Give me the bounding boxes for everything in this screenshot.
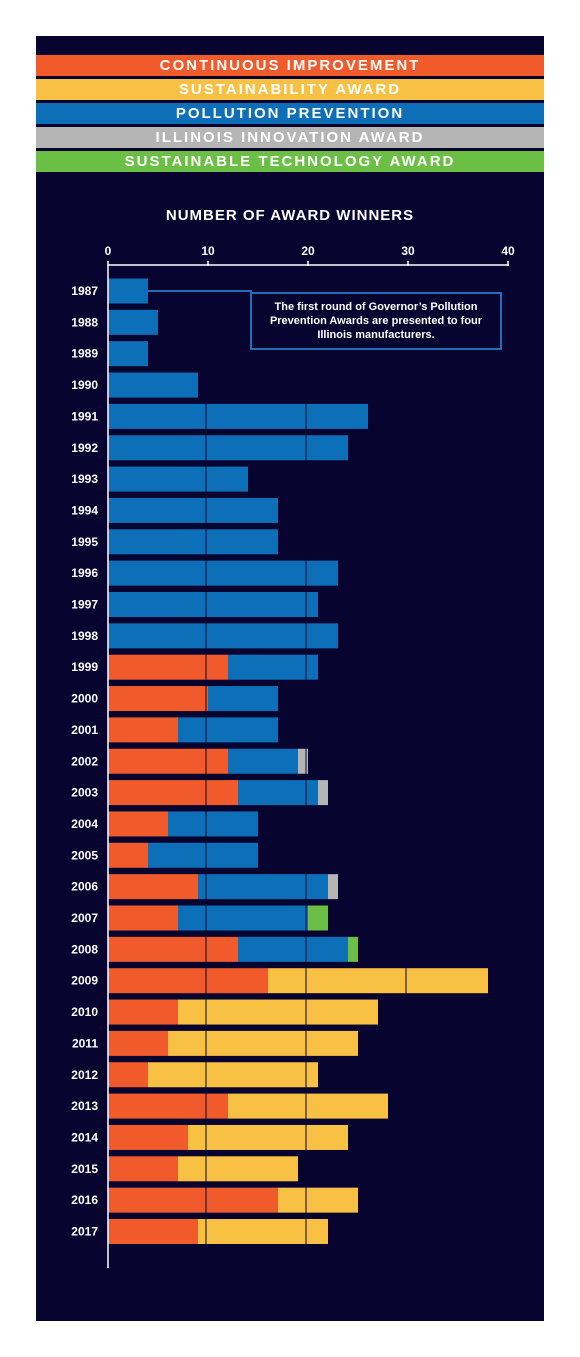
bar-segment bbox=[108, 780, 238, 806]
year-label: 2006 bbox=[71, 880, 98, 894]
year-label: 2000 bbox=[71, 692, 98, 706]
bar-segment bbox=[188, 1124, 348, 1150]
bar-segment bbox=[108, 1062, 148, 1088]
year-label: 1991 bbox=[71, 409, 98, 423]
bar-segment bbox=[278, 1187, 358, 1213]
bar-segment bbox=[148, 1062, 318, 1088]
year-label: 2009 bbox=[71, 974, 98, 988]
year-label: 2003 bbox=[71, 786, 98, 800]
bar-segment bbox=[238, 780, 318, 806]
year-label: 2017 bbox=[71, 1225, 98, 1239]
bar-segment bbox=[168, 1030, 358, 1056]
year-label: 1992 bbox=[71, 441, 98, 455]
year-label: 1989 bbox=[71, 347, 98, 361]
legend-continuous-improvement: CONTINUOUS IMPROVEMENT bbox=[36, 55, 544, 76]
bar-segment bbox=[148, 842, 258, 868]
year-label: 2010 bbox=[71, 1005, 98, 1019]
year-label: 2008 bbox=[71, 942, 98, 956]
annotation-1987: The first round of Governor’s Pollution … bbox=[250, 292, 502, 350]
bar-segment bbox=[108, 686, 208, 712]
x-tick-label: 20 bbox=[301, 244, 315, 258]
bar-segment bbox=[178, 999, 378, 1025]
year-label: 1996 bbox=[71, 566, 98, 580]
bar-segment bbox=[108, 435, 348, 461]
bar-segment bbox=[108, 341, 148, 367]
bar-segment bbox=[198, 1219, 328, 1244]
bar-segment bbox=[108, 466, 248, 492]
bar-segment bbox=[108, 497, 278, 523]
year-label: 2004 bbox=[71, 817, 98, 831]
legend-sustainability-award: SUSTAINABILITY AWARD bbox=[36, 79, 544, 100]
bar-segment bbox=[108, 560, 338, 586]
bar-segment bbox=[268, 968, 488, 994]
bar-segment bbox=[328, 874, 338, 900]
bar-segment bbox=[108, 999, 178, 1025]
bar-segment bbox=[108, 1030, 168, 1056]
year-label: 2016 bbox=[71, 1193, 98, 1207]
year-label: 2012 bbox=[71, 1068, 98, 1082]
year-label: 2002 bbox=[71, 754, 98, 768]
year-label: 1995 bbox=[71, 535, 98, 549]
bar-segment bbox=[208, 686, 278, 712]
year-label: 2013 bbox=[71, 1099, 98, 1113]
year-label: 2014 bbox=[71, 1130, 98, 1144]
bar-segment bbox=[108, 748, 228, 774]
year-label: 1987 bbox=[71, 284, 98, 298]
bar-segment bbox=[108, 529, 278, 555]
bar-segment bbox=[108, 717, 178, 743]
x-tick-label: 0 bbox=[105, 244, 112, 258]
x-axis-title: NUMBER OF AWARD WINNERS bbox=[165, 207, 415, 224]
x-tick-label: 40 bbox=[501, 244, 515, 258]
year-label: 1999 bbox=[71, 660, 98, 674]
bar-segment bbox=[108, 936, 238, 962]
x-tick-label: 10 bbox=[201, 244, 215, 258]
bar-segment bbox=[168, 811, 258, 837]
year-label: 2001 bbox=[71, 723, 98, 737]
bar-segment bbox=[348, 936, 358, 962]
year-label: 1988 bbox=[71, 315, 98, 329]
bar-segment bbox=[108, 1219, 198, 1244]
bar-segment bbox=[108, 278, 148, 304]
bar-segment bbox=[198, 874, 328, 900]
bar-segment bbox=[178, 905, 308, 931]
bar-segment bbox=[108, 874, 198, 900]
bar-segment bbox=[108, 968, 268, 994]
bar-segment bbox=[238, 936, 348, 962]
bar-segment bbox=[108, 1156, 178, 1182]
year-label: 1997 bbox=[71, 598, 98, 612]
legend-sustainable-technology-award: SUSTAINABLE TECHNOLOGY AWARD bbox=[36, 151, 544, 172]
year-label: 1998 bbox=[71, 629, 98, 643]
bar-segment bbox=[108, 811, 168, 837]
x-tick-label: 30 bbox=[401, 244, 415, 258]
year-label: 1990 bbox=[71, 378, 98, 392]
bar-segment bbox=[108, 403, 368, 429]
bar-segment bbox=[108, 654, 228, 680]
legend-illinois-innovation-award: ILLINOIS INNOVATION AWARD bbox=[36, 127, 544, 148]
bar-segment bbox=[108, 905, 178, 931]
year-label: 2011 bbox=[72, 1036, 98, 1050]
year-label: 2015 bbox=[71, 1162, 98, 1176]
bar-segment bbox=[178, 1156, 298, 1182]
bar-segment bbox=[108, 309, 158, 335]
bar-segment bbox=[298, 748, 308, 774]
year-label: 1994 bbox=[71, 503, 98, 517]
bar-segment bbox=[108, 1093, 228, 1119]
year-label: 2007 bbox=[71, 911, 98, 925]
bar-segment bbox=[178, 717, 278, 743]
legend-pollution-prevention: POLLUTION PREVENTION bbox=[36, 103, 544, 124]
bar-segment bbox=[108, 623, 338, 649]
year-label: 2005 bbox=[71, 848, 98, 862]
bar-segment bbox=[318, 780, 328, 806]
bar-segment bbox=[308, 905, 328, 931]
bar-segment bbox=[108, 372, 198, 398]
bar-segment bbox=[108, 842, 148, 868]
bar-segment bbox=[228, 748, 298, 774]
bar-segment bbox=[108, 592, 318, 617]
bar-segment bbox=[228, 654, 318, 680]
bar-segment bbox=[108, 1124, 188, 1150]
bar-segment bbox=[228, 1093, 388, 1119]
bar-segment bbox=[108, 1187, 278, 1213]
year-label: 1993 bbox=[71, 472, 98, 486]
